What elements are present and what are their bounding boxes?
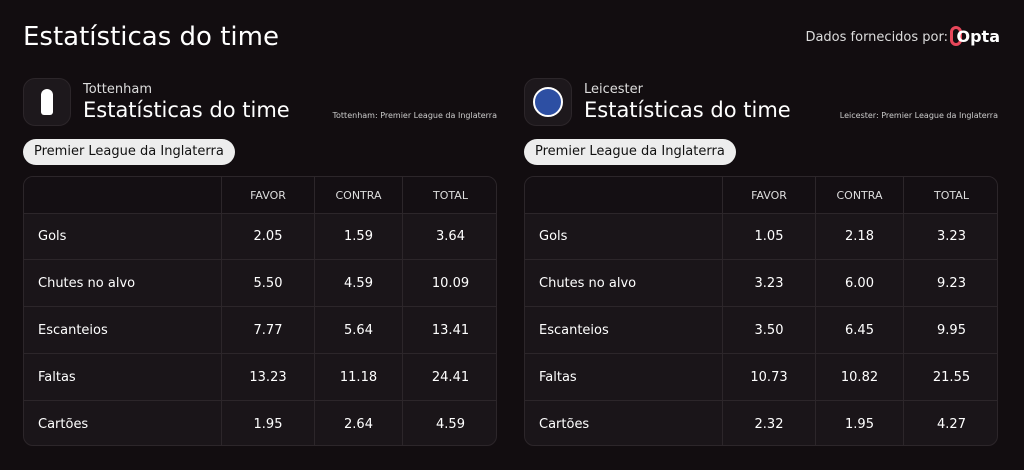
column-header: CONTRA	[815, 177, 903, 213]
column-header: TOTAL	[903, 177, 997, 213]
column-header: FAVOR	[221, 177, 314, 213]
competition-pill: Premier League da Inglaterra	[23, 139, 235, 165]
column-header: CONTRA	[314, 177, 402, 213]
league-note: Tottenham: Premier League da Inglaterra	[332, 111, 498, 120]
stats-table: FAVOR CONTRA TOTAL Gols 2.05 1.59 3.64 Chutes n…	[23, 176, 497, 446]
table-header: FAVOR CONTRA TOTAL	[24, 177, 496, 214]
row-label: Faltas	[539, 369, 577, 385]
opta-logo	[950, 26, 962, 46]
team-panel: Leicester Estatísticas do time Leicester: …	[524, 0, 998, 470]
row-label: Escanteios	[38, 322, 108, 338]
row-value: 7.77	[221, 307, 314, 353]
table-row: Gols 1.05 2.18 3.23	[525, 213, 997, 260]
row-label: Faltas	[38, 369, 76, 385]
row-value: 3.23	[903, 213, 997, 259]
column-header: TOTAL	[402, 177, 496, 213]
table-row: Cartões 1.95 2.64 4.59	[24, 401, 496, 445]
team-badge	[524, 78, 572, 126]
row-value: 13.23	[221, 354, 314, 400]
row-label: Gols	[539, 228, 568, 244]
competition-pill: Premier League da Inglaterra	[524, 139, 736, 165]
badge-crest	[41, 89, 53, 115]
row-value: 4.59	[314, 260, 402, 306]
row-value: 10.09	[402, 260, 496, 306]
team-title: Estatísticas do time	[83, 98, 290, 122]
team-name: Tottenham	[83, 82, 152, 97]
row-label: Gols	[38, 228, 67, 244]
team-badge	[23, 78, 71, 126]
row-value: 10.82	[815, 354, 903, 400]
row-value: 13.41	[402, 307, 496, 353]
table-row: Faltas 10.73 10.82 21.55	[525, 354, 997, 401]
row-value: 24.41	[402, 354, 496, 400]
row-value: 2.64	[314, 401, 402, 445]
page-title: Estatísticas do time	[23, 22, 279, 52]
row-label: Chutes no alvo	[539, 275, 637, 291]
table-row: Cartões 2.32 1.95 4.27	[525, 401, 997, 445]
row-value: 9.23	[903, 260, 997, 306]
table-row: Escanteios 3.50 6.45 9.95	[525, 307, 997, 354]
row-value: 2.32	[722, 401, 815, 445]
row-value: 2.18	[815, 213, 903, 259]
league-note: Leicester: Premier League da Inglaterra	[839, 111, 998, 120]
brand: Opta	[956, 27, 1001, 46]
table-row: Chutes no alvo 5.50 4.59 10.09	[24, 260, 496, 307]
column-header: FAVOR	[722, 177, 815, 213]
row-value: 3.64	[402, 213, 496, 259]
row-value: 2.05	[221, 213, 314, 259]
table-header: FAVOR CONTRA TOTAL	[525, 177, 997, 214]
badge-crest	[533, 87, 563, 117]
table-row: Chutes no alvo 3.23 6.00 9.23	[525, 260, 997, 307]
row-label: Cartões	[38, 417, 89, 432]
row-value: 1.05	[722, 213, 815, 259]
team-title: Estatísticas do time	[584, 98, 791, 122]
row-value: 3.23	[722, 260, 815, 306]
row-label: Escanteios	[539, 322, 609, 338]
team-name: Leicester	[584, 82, 643, 97]
row-label: Chutes no alvo	[38, 275, 136, 291]
row-value: 1.95	[221, 401, 314, 445]
row-value: 10.73	[722, 354, 815, 400]
row-value: 5.50	[221, 260, 314, 306]
row-label: Cartões	[539, 417, 590, 432]
table-row: Escanteios 7.77 5.64 13.41	[24, 307, 496, 354]
row-value: 1.95	[815, 401, 903, 445]
team-panel: Tottenham Estatísticas do time Tottenham: …	[23, 0, 497, 470]
row-value: 21.55	[903, 354, 997, 400]
row-value: 6.45	[815, 307, 903, 353]
row-value: 4.27	[903, 401, 997, 445]
row-value: 5.64	[314, 307, 402, 353]
row-value: 1.59	[314, 213, 402, 259]
row-value: 3.50	[722, 307, 815, 353]
row-value: 11.18	[314, 354, 402, 400]
table-row: Faltas 13.23 11.18 24.41	[24, 354, 496, 401]
stats-table: FAVOR CONTRA TOTAL Gols 1.05 2.18 3.23 Chutes n…	[524, 176, 998, 446]
row-value: 6.00	[815, 260, 903, 306]
row-value: 4.59	[402, 401, 496, 445]
table-row: Gols 2.05 1.59 3.64	[24, 213, 496, 260]
row-value: 9.95	[903, 307, 997, 353]
provider-text: Dados fornecidos por:	[805, 30, 948, 45]
